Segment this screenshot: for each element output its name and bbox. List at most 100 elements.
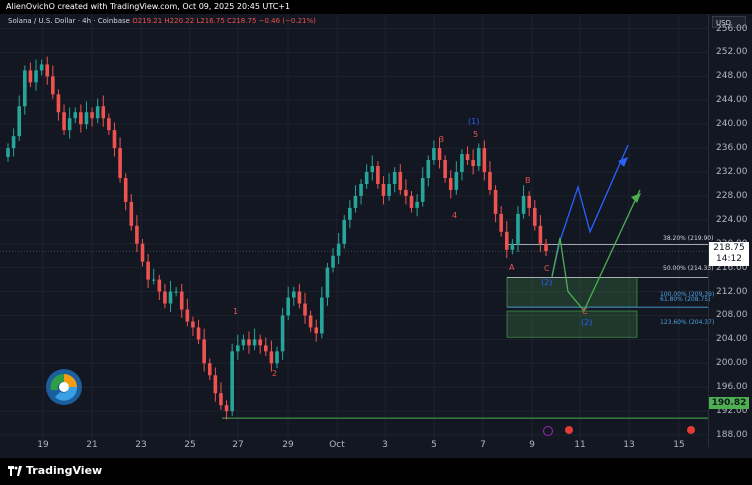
candle-body <box>163 291 167 304</box>
candle-body <box>135 225 139 244</box>
support-price-label: 190.82 <box>709 397 749 409</box>
projection-green-path <box>551 189 641 312</box>
currency-button[interactable]: USD <box>712 16 746 28</box>
candle-body <box>179 291 184 310</box>
price-chart[interactable] <box>0 14 708 447</box>
candle-body <box>39 64 44 71</box>
candle-body <box>157 279 162 292</box>
candle-body <box>493 189 498 214</box>
fib-zone-lower <box>506 310 638 338</box>
candle-body <box>488 172 492 190</box>
economic-event-flag-icon[interactable] <box>565 426 573 434</box>
candle-body <box>348 207 352 220</box>
y-tick-label: 244.00 <box>716 95 748 106</box>
y-tick-label: 196.00 <box>716 382 748 393</box>
ohlc-values: O219.21 H220.22 L216.75 C218.75 −0.46 (−… <box>132 17 316 25</box>
candle-body <box>28 70 33 83</box>
fib-zone-upper <box>506 277 638 308</box>
y-tick-label: 232.00 <box>716 167 748 178</box>
wave-label-big-2a: (2) <box>541 278 553 287</box>
candle-body <box>213 375 218 394</box>
event-marker-icon[interactable] <box>543 426 553 436</box>
candle-body <box>151 279 156 281</box>
wave-label-big-1: (1) <box>468 117 480 126</box>
candle-body <box>247 339 251 346</box>
last-price-value: 218.75 <box>713 243 745 253</box>
economic-event-flag-icon-2[interactable] <box>687 426 695 434</box>
candle-body <box>129 201 134 226</box>
wave-label-2: 2 <box>272 369 278 378</box>
candle-body <box>196 327 201 340</box>
candle-body <box>437 148 442 161</box>
candle-body <box>544 243 548 252</box>
fib-100-label: 100.00% (209.39) <box>660 291 715 298</box>
candle-body <box>325 267 330 298</box>
author-logo-icon <box>46 369 82 405</box>
y-tick-label: 224.00 <box>716 214 748 225</box>
candle-body <box>95 106 100 119</box>
y-tick-label: 192.00 <box>716 406 748 417</box>
x-tick-label: 15 <box>673 440 685 450</box>
candle-body <box>415 201 419 208</box>
candle-body <box>359 183 363 196</box>
candle-body <box>101 106 106 119</box>
wave-label-4: 4 <box>452 211 458 220</box>
candle-body <box>45 64 50 77</box>
candle-body <box>51 76 55 95</box>
candle-body <box>34 70 38 83</box>
candle-body <box>17 106 22 137</box>
x-tick-label: 9 <box>529 440 535 450</box>
candle-body <box>370 166 375 173</box>
wave-label-a: A <box>509 263 515 272</box>
symbol-legend: Solana / U.S. Dollar · 4h · Coinbase O21… <box>8 16 316 26</box>
candle-body <box>123 177 128 202</box>
candle-body <box>532 207 537 226</box>
candle-body <box>56 94 61 113</box>
y-tick-label: 216.00 <box>716 262 748 273</box>
candle-body <box>443 160 447 178</box>
candle-body <box>297 291 302 304</box>
candle-body <box>398 172 403 190</box>
candle-body <box>258 339 262 346</box>
candle-body <box>275 351 279 364</box>
candle-body <box>140 243 145 262</box>
candle-body <box>432 148 436 161</box>
candle-body <box>471 160 475 167</box>
candle-body <box>79 112 83 125</box>
y-tick-label: 188.00 <box>716 430 748 441</box>
candle-body <box>460 154 464 173</box>
fib-618-label: 61.80% (208.75) <box>660 296 711 303</box>
candle-body <box>202 339 206 364</box>
x-tick-label: 5 <box>431 440 437 450</box>
candle-body <box>336 243 341 256</box>
x-tick-label: 19 <box>37 440 49 450</box>
candle-body <box>465 154 470 161</box>
candle-body <box>516 213 520 244</box>
fib-1236-label: 123.60% (204.37) <box>660 319 715 326</box>
wave-label-c: C <box>544 264 550 273</box>
candle-body <box>219 393 223 406</box>
candle-body <box>510 243 515 250</box>
candle-body <box>387 183 391 196</box>
candle-body <box>392 172 397 184</box>
candle-body <box>504 231 509 250</box>
tradingview-brand[interactable]: TradingView <box>8 464 102 478</box>
projection-green-arrowhead <box>631 193 641 203</box>
candle-body <box>303 303 307 316</box>
wave-label-5: 5 <box>473 130 479 139</box>
candle-body <box>107 118 111 131</box>
x-tick-label: 29 <box>282 440 294 450</box>
candle-body <box>118 148 122 178</box>
x-tick-label: 27 <box>232 440 244 450</box>
x-tick-label: 23 <box>135 440 147 450</box>
candle-body <box>448 177 453 190</box>
candle-body <box>482 148 487 173</box>
candle-body <box>527 195 531 208</box>
candle-body <box>454 172 459 190</box>
wave-label-big-2b: (2) <box>581 318 593 327</box>
price-axis[interactable] <box>708 14 752 447</box>
candle-body <box>67 118 72 131</box>
candle-body <box>6 148 10 158</box>
candle-body <box>146 261 150 280</box>
